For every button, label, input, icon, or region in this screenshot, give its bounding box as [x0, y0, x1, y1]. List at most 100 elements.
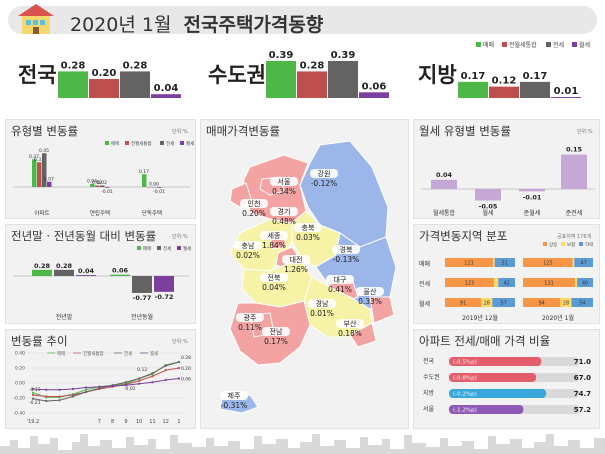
stacked-bar — [493, 258, 495, 267]
panel-title-ratio: 아파트 전세/매매 가격 비율 — [419, 334, 551, 348]
stacked-bar — [577, 278, 593, 287]
bar — [32, 269, 52, 276]
map-region-value: 0.17% — [264, 337, 288, 346]
series-point — [84, 388, 88, 391]
bar — [561, 154, 587, 189]
summary-bar-label: 0.06 — [362, 81, 387, 92]
map-region-value: 0.33% — [358, 297, 382, 306]
dist-unit-label: 공표지역 176개 — [557, 234, 592, 240]
map-region-name: 울산 — [364, 287, 377, 296]
change-label: (-1.2%p) — [453, 408, 477, 414]
x-tick-label: 12 — [163, 419, 169, 425]
legend-label: 전세 — [166, 140, 174, 147]
map-region-name: 충북 — [302, 223, 315, 232]
map-region-value: -0.13% — [333, 255, 360, 264]
map-region-name: 광주 — [244, 314, 257, 322]
category-label: 지방 — [423, 389, 435, 397]
summary-bar-label: 0.28 — [300, 60, 325, 71]
map-region-name: 대구 — [334, 276, 347, 284]
bar-label: 0.02 — [97, 180, 107, 186]
x-tick-label: 8 — [111, 419, 114, 425]
series-point — [138, 377, 141, 380]
series-point — [164, 364, 167, 367]
legend-label: 전월세통합 — [83, 350, 104, 357]
summary-bar — [520, 81, 550, 98]
map-label-bg — [326, 275, 354, 284]
bar-label: 40 — [582, 281, 588, 287]
series-point — [71, 395, 74, 398]
bar — [154, 276, 174, 292]
bar — [37, 162, 42, 187]
legend-label: 전월세통합 — [509, 41, 537, 49]
stacked-bar — [523, 258, 573, 267]
point-label: 0.20 — [181, 366, 191, 372]
category-label: 수도권 — [423, 373, 440, 381]
row-label: 매매 — [419, 260, 430, 268]
summary-bar — [58, 71, 88, 98]
bar — [449, 405, 524, 414]
series-point — [151, 381, 154, 384]
map-region-value: -0.31% — [221, 401, 248, 410]
category-label: 준월세 — [524, 209, 541, 217]
bar-label: 54 — [579, 301, 585, 307]
panel-title-sale-map: 매매가격변동률 — [206, 124, 281, 138]
summary-bar-label: 0.28 — [123, 60, 148, 71]
series-point — [177, 377, 181, 380]
page-title: 2020년 1월 전국주택가격동향 — [70, 10, 323, 37]
category-label: 월세 — [482, 209, 493, 217]
summary-bar-label: 0.39 — [269, 50, 294, 61]
panel-type-change — [5, 119, 196, 219]
legend-label: 월세 — [150, 350, 158, 357]
panel-title-type-change: 유형별 변동률 — [11, 124, 79, 138]
bar-label: 0.04 — [78, 267, 95, 275]
summary-bar — [120, 71, 150, 98]
category-label: 월세통합 — [433, 209, 456, 217]
bar — [449, 373, 537, 382]
series-point — [45, 388, 48, 391]
point-label: -0.01 — [124, 386, 136, 392]
category-label: 준전세 — [566, 209, 583, 217]
bar — [132, 276, 152, 293]
legend-label: 월세 — [186, 140, 194, 147]
series-point — [151, 375, 154, 378]
legend-swatch — [502, 42, 507, 47]
category-label: 아파트 — [34, 209, 49, 217]
map-label-bg — [282, 255, 310, 264]
map-region-name: 대전 — [290, 255, 303, 264]
stacked-bar — [494, 258, 515, 267]
point-label: -0.21 — [29, 400, 41, 406]
series-point — [58, 388, 61, 391]
bar-label: 131 — [544, 281, 554, 287]
x-tick-label: 9 — [124, 419, 127, 425]
map-region-name: 부산 — [344, 319, 357, 328]
change-label: (-0.2%p) — [453, 392, 477, 398]
bar — [449, 389, 547, 398]
bar — [32, 159, 37, 187]
bar — [95, 185, 100, 187]
bar-label: 0.17 — [139, 169, 149, 175]
bar-label: 0.33 — [34, 157, 44, 163]
bar-label: 28 — [563, 301, 569, 307]
summary-bar — [89, 79, 119, 98]
legend-swatch — [157, 246, 161, 250]
bar-label: 47 — [580, 261, 586, 267]
unit-label: 단위:% — [577, 129, 593, 135]
row-label: 전세 — [419, 280, 430, 288]
map-label-bg — [270, 207, 298, 216]
map-label-bg — [234, 241, 262, 250]
bar-label: -0.01 — [523, 193, 542, 201]
bar-label: 0.04 — [436, 171, 453, 179]
summary-bar — [489, 86, 519, 98]
summary-bar — [151, 94, 181, 98]
unit-label: 단위:% — [172, 234, 188, 240]
map-region-value: 0.01% — [310, 309, 334, 318]
map-label-bg — [260, 231, 288, 240]
series-point — [84, 390, 88, 394]
summary-region-label: 지방 — [418, 63, 457, 87]
change-label: (-0.5%p) — [453, 360, 477, 366]
period-label: 2020년 1월 — [542, 314, 574, 322]
x-tick-label: 11 — [149, 419, 155, 425]
summary-bar-label: 0.17 — [461, 71, 486, 82]
bar-label: 0.28 — [56, 262, 73, 270]
stacked-bar — [575, 278, 578, 287]
